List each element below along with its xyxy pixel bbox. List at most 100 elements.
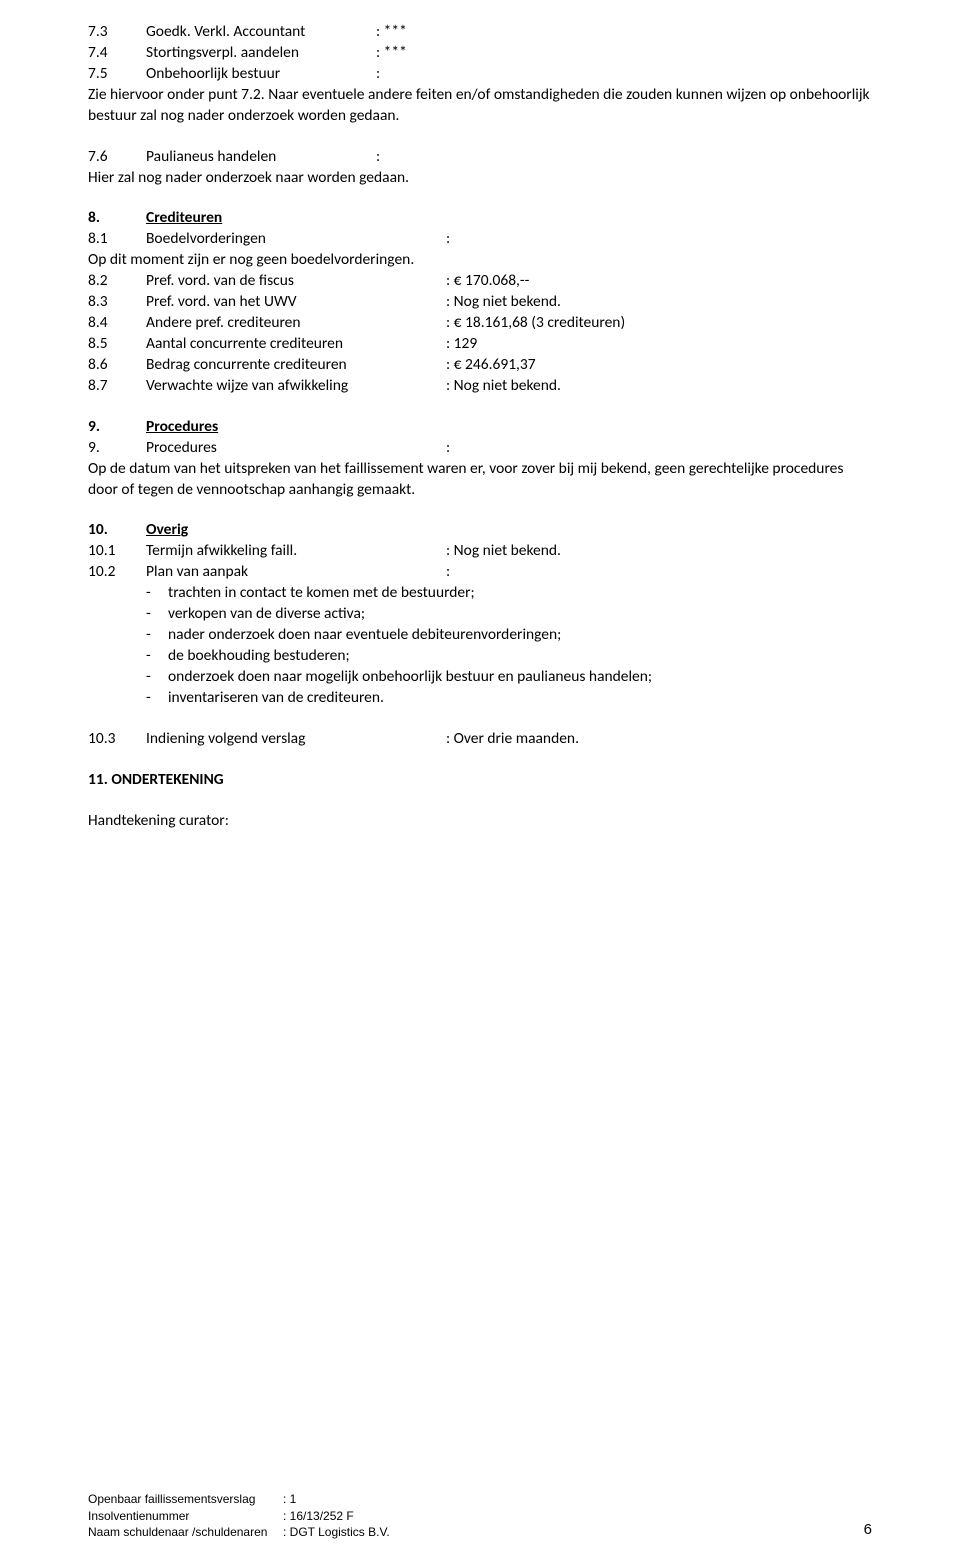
num: 7.5 — [88, 64, 146, 85]
value: : — [376, 147, 872, 168]
footer-line-3: Naam schuldenaar /schuldenaren : DGT Log… — [88, 1524, 872, 1540]
bullet-text: trachten in contact te komen met de best… — [168, 583, 475, 604]
dash-icon: - — [146, 625, 168, 646]
bullet-5: - onderzoek doen naar mogelijk onbehoorl… — [88, 667, 872, 688]
dash-icon: - — [146, 583, 168, 604]
num: 9. — [88, 438, 146, 459]
row-10-3: 10.3 Indiening volgend verslag : Over dr… — [88, 729, 872, 750]
para-7-6: Hier zal nog nader onderzoek naar worden… — [88, 168, 872, 189]
num: 8. — [88, 208, 146, 229]
footer-line-2: Insolventienummer : 16/13/252 F — [88, 1508, 872, 1524]
bullet-2: - verkopen van de diverse activa; — [88, 604, 872, 625]
num: 8.6 — [88, 355, 146, 376]
dash-icon: - — [146, 646, 168, 667]
footer-label: Naam schuldenaar /schuldenaren — [88, 1524, 283, 1540]
value: : Nog niet bekend. — [446, 292, 872, 313]
label: Pref. vord. van het UWV — [146, 292, 446, 313]
heading-8: 8. Crediteuren — [88, 208, 872, 229]
row-8-4: 8.4 Andere pref. crediteuren : € 18.161,… — [88, 313, 872, 334]
num: 8.3 — [88, 292, 146, 313]
value: : — [446, 438, 872, 459]
row-7-5: 7.5 Onbehoorlijk bestuur : — [88, 64, 872, 85]
heading-9: 9. Procedures — [88, 417, 872, 438]
num: 7.6 — [88, 147, 146, 168]
row-7-4: 7.4 Stortingsverpl. aandelen : *** — [88, 43, 872, 64]
label: Plan van aanpak — [146, 562, 446, 583]
label: Onbehoorlijk bestuur — [146, 64, 376, 85]
label: Stortingsverpl. aandelen — [146, 43, 376, 64]
label: Aantal concurrente crediteuren — [146, 334, 446, 355]
label: Bedrag concurrente crediteuren — [146, 355, 446, 376]
label: Paulianeus handelen — [146, 147, 376, 168]
dash-icon: - — [146, 688, 168, 709]
bullet-4: - de boekhouding bestuderen; — [88, 646, 872, 667]
bullet-text: onderzoek doen naar mogelijk onbehoorlij… — [168, 667, 652, 688]
value: : — [446, 229, 872, 250]
bullet-6: - inventariseren van de crediteuren. — [88, 688, 872, 709]
page-number: 6 — [864, 1520, 872, 1540]
bullet-text: inventariseren van de crediteuren. — [168, 688, 384, 709]
num: 8.7 — [88, 376, 146, 397]
row-8-5: 8.5 Aantal concurrente crediteuren : 129 — [88, 334, 872, 355]
value: : *** — [376, 43, 872, 64]
footer-line-1: Openbaar faillissementsverslag : 1 — [88, 1491, 872, 1507]
num: 10.1 — [88, 541, 146, 562]
para-7-5: Zie hiervoor onder punt 7.2. Naar eventu… — [88, 85, 872, 127]
value: : — [446, 562, 872, 583]
heading-label: Overig — [146, 520, 188, 541]
bullet-text: de boekhouding bestuderen; — [168, 646, 350, 667]
bullet-3: - nader onderzoek doen naar eventuele de… — [88, 625, 872, 646]
row-8-1: 8.1 Boedelvorderingen : — [88, 229, 872, 250]
footer-value: : 16/13/252 F — [283, 1508, 354, 1524]
value: : € 18.161,68 (3 crediteuren) — [446, 313, 872, 334]
row-8-7: 8.7 Verwachte wijze van afwikkeling : No… — [88, 376, 872, 397]
para-9-1: Op de datum van het uitspreken van het f… — [88, 459, 872, 501]
bullet-1: - trachten in contact te komen met de be… — [88, 583, 872, 604]
label: Boedelvorderingen — [146, 229, 446, 250]
row-7-3: 7.3 Goedk. Verkl. Accountant : *** — [88, 22, 872, 43]
row-7-6: 7.6 Paulianeus handelen : — [88, 147, 872, 168]
row-8-3: 8.3 Pref. vord. van het UWV : Nog niet b… — [88, 292, 872, 313]
row-8-6: 8.6 Bedrag concurrente crediteuren : € 2… — [88, 355, 872, 376]
num: 8.1 — [88, 229, 146, 250]
num: 7.3 — [88, 22, 146, 43]
row-8-2: 8.2 Pref. vord. van de fiscus : € 170.06… — [88, 271, 872, 292]
label: Pref. vord. van de fiscus — [146, 271, 446, 292]
value: : — [376, 64, 872, 85]
bullet-text: nader onderzoek doen naar eventuele debi… — [168, 625, 561, 646]
dash-icon: - — [146, 667, 168, 688]
row-10-2: 10.2 Plan van aanpak : — [88, 562, 872, 583]
heading-label: Crediteuren — [146, 208, 222, 229]
num: 8.4 — [88, 313, 146, 334]
signature-label: Handtekening curator: — [88, 811, 872, 832]
row-9-1: 9. Procedures : — [88, 438, 872, 459]
footer-value: : 1 — [283, 1491, 296, 1507]
heading-10: 10. Overig — [88, 520, 872, 541]
label: Goedk. Verkl. Accountant — [146, 22, 376, 43]
num: 7.4 — [88, 43, 146, 64]
label: Termijn afwikkeling faill. — [146, 541, 446, 562]
heading-label: Procedures — [146, 417, 218, 438]
value: : € 246.691,37 — [446, 355, 872, 376]
value: : *** — [376, 22, 872, 43]
footer-label: Openbaar faillissementsverslag — [88, 1491, 283, 1507]
value: : Nog niet bekend. — [446, 541, 872, 562]
label: Indiening volgend verslag — [146, 729, 446, 750]
footer-value: : DGT Logistics B.V. — [283, 1524, 390, 1540]
value: : Over drie maanden. — [446, 729, 872, 750]
num: 8.5 — [88, 334, 146, 355]
num: 10.3 — [88, 729, 146, 750]
label: Procedures — [146, 438, 446, 459]
heading-11: 11. ONDERTEKENING — [88, 770, 872, 791]
num: 8.2 — [88, 271, 146, 292]
label: Andere pref. crediteuren — [146, 313, 446, 334]
dash-icon: - — [146, 604, 168, 625]
para-8-1: Op dit moment zijn er nog geen boedelvor… — [88, 250, 872, 271]
num: 9. — [88, 417, 146, 438]
footer-label: Insolventienummer — [88, 1508, 283, 1524]
value: : Nog niet bekend. — [446, 376, 872, 397]
num: 10.2 — [88, 562, 146, 583]
page-footer: Openbaar faillissementsverslag : 1 Insol… — [88, 1491, 872, 1540]
bullet-text: verkopen van de diverse activa; — [168, 604, 365, 625]
row-10-1: 10.1 Termijn afwikkeling faill. : Nog ni… — [88, 541, 872, 562]
